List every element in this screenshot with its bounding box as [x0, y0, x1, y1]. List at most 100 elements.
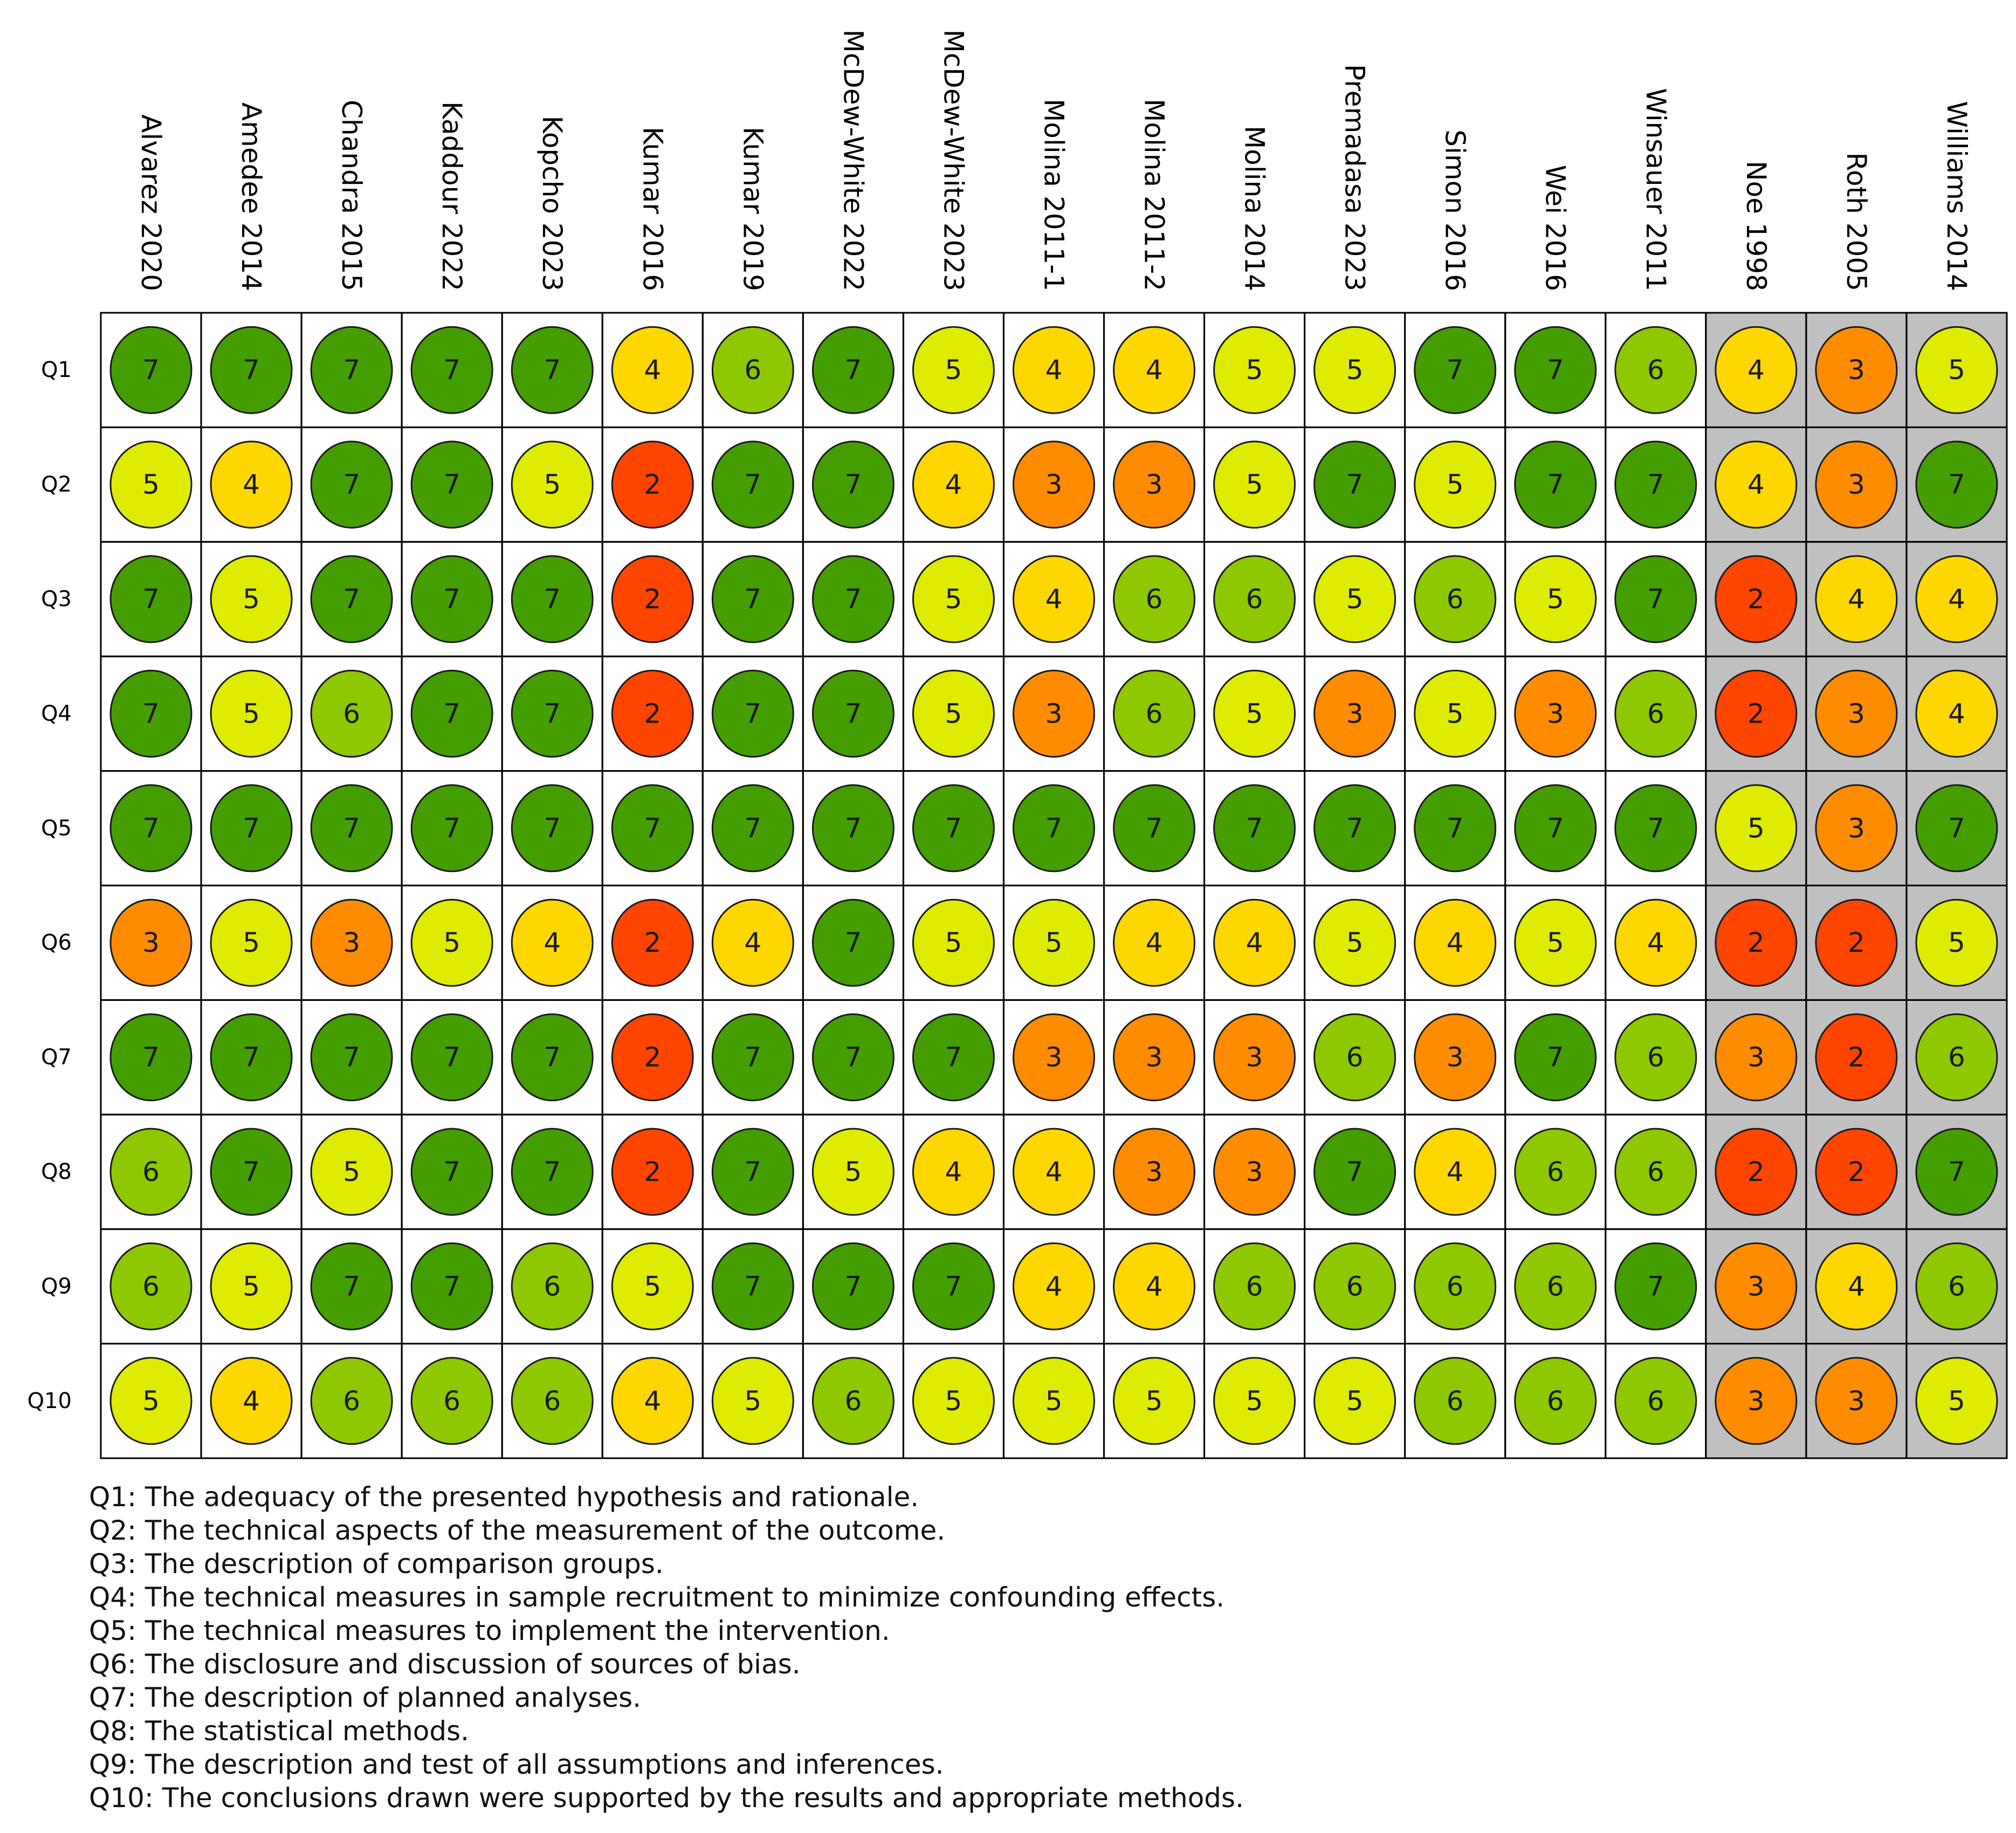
score-value: 6: [142, 1271, 160, 1302]
score-circle: [1815, 1013, 1898, 1102]
score-value: 3: [1447, 1042, 1464, 1073]
score-circle: [1313, 326, 1396, 414]
score-value: 4: [1447, 927, 1464, 958]
score-circle: [1113, 555, 1196, 643]
score-circle: [1414, 1242, 1497, 1330]
score-value: 5: [1346, 583, 1364, 615]
row-label-q7: Q7: [41, 1045, 72, 1070]
score-value: 5: [844, 1156, 862, 1187]
score-circle: [1614, 1242, 1697, 1330]
score-value: 3: [1146, 1156, 1163, 1187]
score-circle: [1815, 1357, 1898, 1445]
score-circle: [1514, 1013, 1597, 1102]
score-circle: [1012, 669, 1095, 758]
score-circle: [1915, 669, 1998, 758]
score-circle: [1614, 441, 1697, 529]
score-circle: [811, 669, 895, 758]
legend-q7: Q7: The description of planned analyses.: [89, 1682, 642, 1713]
score-value: 5: [1547, 583, 1564, 615]
score-value: 7: [945, 813, 962, 844]
legend-q4: Q4: The technical measures in sample rec…: [89, 1582, 1225, 1613]
score-circle: [1213, 1357, 1296, 1445]
column-header-chandra-2015: Chandra 2015: [336, 100, 367, 291]
score-circle: [1113, 1357, 1196, 1445]
score-value: 4: [243, 469, 260, 500]
score-circle: [310, 1013, 393, 1102]
score-value: 4: [1747, 354, 1765, 386]
column-header-kaddour-2022: Kaddour 2022: [436, 101, 467, 291]
score-value: 7: [1647, 583, 1664, 615]
score-circle: [1213, 784, 1296, 873]
score-circle: [310, 1357, 393, 1445]
score-value: 3: [1848, 469, 1865, 500]
row-label-q2: Q2: [41, 472, 72, 497]
score-value: 7: [1547, 813, 1564, 844]
legend-q10: Q10: The conclusions drawn were supporte…: [89, 1782, 1244, 1814]
score-value: 6: [1346, 1271, 1364, 1302]
score-circle: [1614, 1357, 1697, 1445]
score-value: 5: [443, 927, 460, 958]
score-value: 6: [1246, 1271, 1263, 1302]
score-circle: [912, 669, 995, 758]
score-value: 6: [1647, 698, 1664, 729]
score-value: 7: [1948, 813, 1965, 844]
column-header-mcdew-white-2023: McDew-White 2023: [938, 30, 969, 291]
score-circle: [511, 1128, 594, 1216]
score-value: 4: [1146, 927, 1163, 958]
score-circle: [1313, 669, 1396, 758]
score-circle: [1514, 1357, 1597, 1445]
score-value: 6: [1447, 1385, 1464, 1417]
score-circle: [711, 441, 794, 529]
score-circle: [1414, 1013, 1497, 1102]
score-circle: [912, 1128, 995, 1216]
column-header-winsauer-2011: Winsauer 2011: [1640, 88, 1671, 291]
score-value: 7: [142, 354, 160, 386]
score-value: 6: [1647, 1156, 1664, 1187]
score-value: 3: [1848, 354, 1865, 386]
score-circle: [1715, 1357, 1798, 1445]
score-value: 7: [1346, 813, 1364, 844]
score-value: 6: [1647, 354, 1664, 386]
question-legend: Q1: The adequacy of the presented hypoth…: [89, 1480, 1244, 1815]
score-value: 7: [744, 813, 761, 844]
score-circle: [1414, 555, 1497, 643]
score-value: 7: [343, 354, 360, 386]
score-circle: [611, 1357, 694, 1445]
score-circle: [1313, 1013, 1396, 1102]
score-circle: [1213, 1242, 1296, 1330]
column-header-noe-1998: Noe 1998: [1740, 161, 1772, 291]
score-circle: [912, 898, 995, 987]
score-circle: [912, 1013, 995, 1102]
legend-q3: Q3: The description of comparison groups…: [89, 1548, 664, 1580]
score-value: 4: [1045, 1156, 1063, 1187]
score-circle: [711, 669, 794, 758]
score-circle: [511, 441, 594, 529]
score-value: 7: [1647, 1271, 1664, 1302]
score-circle: [410, 898, 493, 987]
score-value: 7: [844, 469, 862, 500]
column-header-alvarez-2020: Alvarez 2020: [135, 114, 167, 291]
score-circle: [410, 1013, 493, 1102]
score-value: 2: [1848, 1156, 1865, 1187]
score-value: 3: [1146, 1042, 1163, 1073]
score-circle: [1614, 326, 1697, 414]
score-value: 5: [1246, 354, 1263, 386]
score-value: 4: [945, 469, 962, 500]
score-value: 6: [343, 1385, 360, 1417]
score-circle: [811, 326, 895, 414]
score-value: 4: [1948, 698, 1965, 729]
score-value: 5: [1246, 1385, 1263, 1417]
score-circle: [1313, 555, 1396, 643]
score-value: 6: [343, 698, 360, 729]
score-circle: [1313, 784, 1396, 873]
score-circle: [310, 1128, 393, 1216]
score-value: 7: [343, 1271, 360, 1302]
score-circle: [811, 1013, 895, 1102]
score-circle: [1213, 555, 1296, 643]
column-header-molina-2011-2: Molina 2011-2: [1139, 99, 1170, 291]
score-value: 3: [1747, 1385, 1765, 1417]
score-circle: [1815, 669, 1898, 758]
column-header-molina-2011-1: Molina 2011-1: [1038, 99, 1069, 291]
score-value: 7: [844, 1271, 862, 1302]
score-circle: [1012, 1128, 1095, 1216]
